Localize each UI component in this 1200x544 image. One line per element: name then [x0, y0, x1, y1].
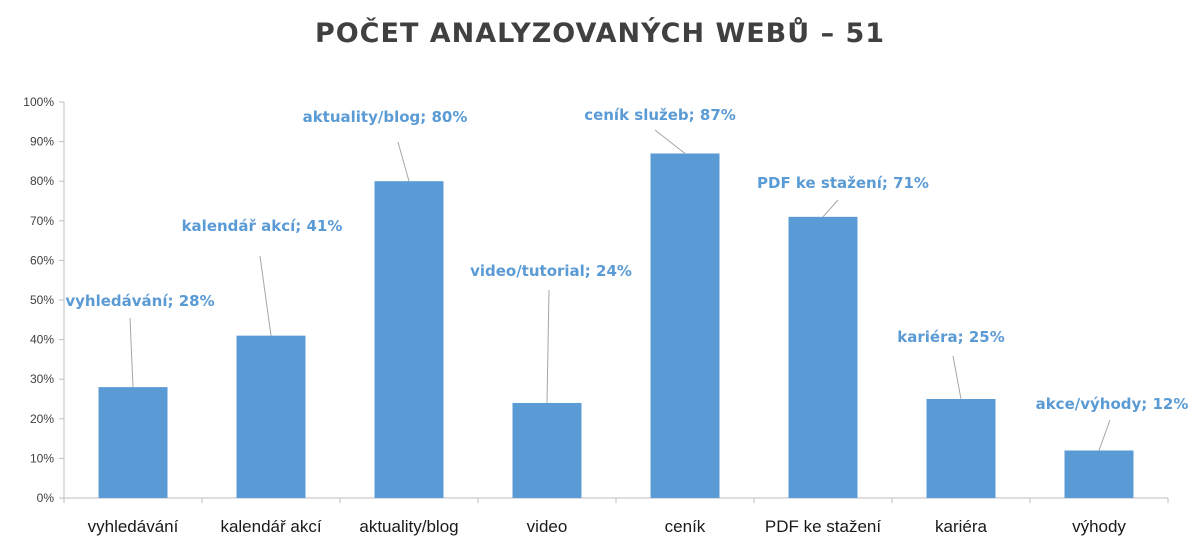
- y-tick-label: 20%: [30, 412, 54, 426]
- y-tick-label: 30%: [30, 372, 54, 386]
- x-tick-label: aktuality/blog: [359, 517, 458, 536]
- leader-line: [397, 141, 410, 182]
- x-tick-label: ceník: [665, 517, 706, 536]
- bar: [1064, 450, 1134, 498]
- bar: [788, 216, 858, 498]
- y-tick-label: 100%: [23, 95, 54, 109]
- y-tick-label: 0%: [37, 491, 55, 505]
- leader-line: [546, 289, 550, 403]
- bar: [374, 181, 444, 498]
- bar: [512, 402, 582, 498]
- y-tick-label: 50%: [30, 293, 54, 307]
- bar: [236, 335, 306, 498]
- data-label: kariéra; 25%: [897, 328, 1004, 346]
- leader-line: [654, 129, 686, 154]
- leader-line: [259, 255, 272, 336]
- data-label: akce/výhody; 12%: [1036, 395, 1189, 413]
- y-tick-label: 90%: [30, 135, 54, 149]
- x-tick-label: kalendář akcí: [220, 517, 321, 536]
- data-label: kalendář akcí; 41%: [182, 217, 343, 235]
- y-tick-label: 40%: [30, 333, 54, 347]
- data-label: aktuality/blog; 80%: [303, 108, 468, 126]
- y-tick-label: 60%: [30, 253, 54, 267]
- data-label: vyhledávání; 28%: [65, 292, 214, 310]
- x-tick-label: kariéra: [935, 517, 988, 536]
- data-label: PDF ke stažení; 71%: [757, 174, 929, 192]
- x-tick-label: video: [527, 517, 568, 536]
- data-label: ceník služeb; 87%: [584, 106, 736, 124]
- y-tick-label: 10%: [30, 451, 54, 465]
- leader-line: [822, 199, 839, 218]
- bar: [926, 399, 996, 498]
- leader-line: [129, 317, 134, 388]
- leader-line: [1098, 419, 1111, 451]
- chart-title: POČET ANALYZOVANÝCH WEBŮ – 51: [314, 18, 886, 49]
- bar: [650, 153, 720, 499]
- leader-line: [952, 355, 962, 400]
- data-label: video/tutorial; 24%: [470, 262, 632, 280]
- x-tick-label: vyhledávání: [88, 517, 179, 536]
- x-tick-label: výhody: [1072, 517, 1126, 536]
- bar: [98, 387, 168, 498]
- y-tick-label: 70%: [30, 214, 54, 228]
- y-tick-label: 80%: [30, 174, 54, 188]
- x-tick-label: PDF ke stažení: [765, 517, 881, 536]
